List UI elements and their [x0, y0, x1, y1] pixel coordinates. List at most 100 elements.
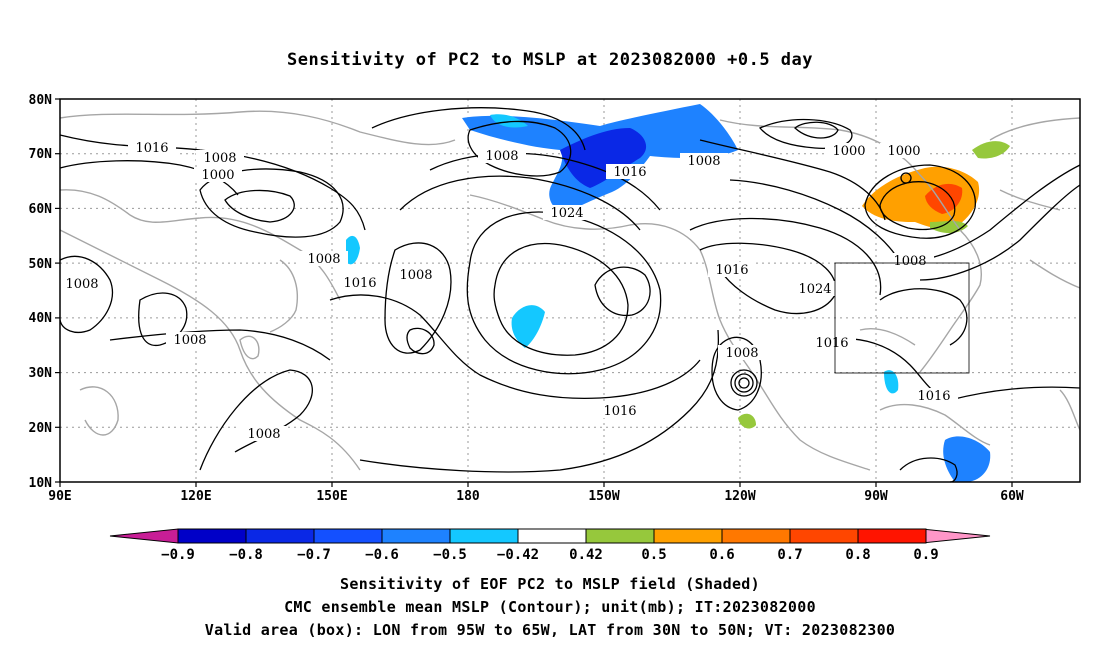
svg-text:1000: 1000	[201, 168, 234, 183]
colorbar-label: −0.7	[297, 547, 331, 563]
svg-text:1008: 1008	[307, 252, 340, 267]
lon-label: 90W	[864, 489, 888, 504]
contour-label: 1008	[196, 150, 244, 166]
sensitivity-shading	[346, 104, 1010, 482]
contour-label: 1000	[880, 143, 928, 159]
contour-label: 1008	[478, 148, 526, 164]
lat-label: 30N	[29, 366, 53, 381]
contour-label: 1008	[392, 267, 440, 283]
colorbar-label: −0.6	[365, 547, 399, 563]
contour-label: 1000	[825, 143, 873, 159]
colorbar-label: 0.6	[709, 547, 734, 563]
lon-label: 150E	[316, 489, 347, 504]
svg-text:1024: 1024	[798, 282, 831, 297]
colorbar-cell	[313, 528, 383, 544]
colorbar-high-end	[921, 528, 991, 544]
contour-label: 1016	[606, 164, 654, 180]
lat-label: 10N	[29, 476, 53, 491]
lat-label: 60N	[29, 202, 53, 217]
contour-label: 1016	[128, 140, 176, 156]
colorbar-label: 0.5	[641, 547, 666, 563]
latitude-labels: 80N 70N 60N 50N 40N 30N 20N 10N	[29, 93, 53, 491]
colorbar-cell	[789, 528, 859, 544]
colorbar-low-end	[109, 528, 179, 544]
negative-sensitivity-core	[560, 128, 647, 188]
longitude-labels: 90E 120E 150E 180 150W 120W 90W 60W	[48, 489, 1024, 504]
colorbar-cell	[721, 528, 791, 544]
colorbar-label: −0.42	[497, 547, 539, 563]
colorbar-label: −0.5	[433, 547, 467, 563]
colorbar-label: 0.9	[913, 547, 938, 563]
colorbar-cell	[585, 528, 655, 544]
contour-label: 1016	[910, 388, 958, 404]
lat-label: 20N	[29, 421, 53, 436]
svg-text:1016: 1016	[603, 404, 636, 419]
svg-text:1008: 1008	[173, 333, 206, 348]
contour-label: 1008	[718, 345, 766, 361]
contour-label: 1024	[543, 205, 591, 221]
negative-sensitivity-caribbean	[943, 436, 991, 482]
contour-label: 1008	[166, 332, 214, 348]
colorbar-cell	[653, 528, 723, 544]
colorbar-cell	[177, 528, 247, 544]
positive-sensitivity-canada	[862, 166, 980, 229]
positive-sensitivity-labrador	[972, 141, 1010, 159]
colorbar-label: 0.7	[777, 547, 802, 563]
svg-text:1024: 1024	[550, 206, 583, 221]
contour-label: 1008	[680, 153, 728, 169]
caption-line-1: Sensitivity of EOF PC2 to MSLP field (Sh…	[340, 575, 760, 593]
lon-label: 90E	[48, 489, 71, 504]
contour-label: 1024	[791, 281, 839, 297]
svg-text:1008: 1008	[485, 149, 518, 164]
caption-line-2: CMC ensemble mean MSLP (Contour); unit(m…	[284, 598, 816, 616]
figure-title: Sensitivity of PC2 to MSLP at 2023082000…	[286, 50, 813, 70]
colorbar-cell	[449, 528, 519, 544]
negative-sensitivity-edge	[490, 114, 528, 128]
colorbar-cell	[381, 528, 451, 544]
negative-sensitivity-gulf	[884, 370, 899, 394]
contour-label: 1000	[194, 167, 242, 183]
negative-sensitivity-pacific	[511, 305, 545, 348]
svg-text:1016: 1016	[917, 389, 950, 404]
contour-label: 1008	[300, 251, 348, 267]
colorbar: −0.9 −0.8 −0.7 −0.6 −0.5 −0.42 0.42 0.5 0.6 0.7 0.…	[109, 528, 991, 563]
lon-label: 120W	[724, 489, 755, 504]
contour-label: 1008	[240, 426, 288, 442]
svg-text:1000: 1000	[887, 144, 920, 159]
caption-line-3: Valid area (box): LON from 95W to 65W, L…	[204, 621, 896, 639]
svg-text:1016: 1016	[715, 263, 748, 278]
colorbar-cell	[245, 528, 315, 544]
svg-text:1008: 1008	[203, 151, 236, 166]
svg-text:1016: 1016	[343, 276, 376, 291]
negative-sensitivity-kamchatka	[346, 235, 360, 265]
lon-label: 60W	[1000, 489, 1024, 504]
svg-text:1008: 1008	[725, 346, 758, 361]
colorbar-label: −0.9	[161, 547, 195, 563]
contour-label: 1016	[808, 335, 856, 351]
contour-label: 1016	[708, 262, 756, 278]
lat-label: 70N	[29, 147, 53, 162]
colorbar-label: 0.42	[569, 547, 603, 563]
contour-labels: 1016 1008 1000 1008 1016 1024 1008 1000 …	[58, 140, 958, 442]
lat-label: 50N	[29, 257, 53, 272]
svg-text:1008: 1008	[247, 427, 280, 442]
axis-ticks	[55, 98, 1013, 487]
lon-label: 150W	[588, 489, 619, 504]
svg-text:1008: 1008	[893, 254, 926, 269]
svg-text:1008: 1008	[687, 154, 720, 169]
lon-label: 120E	[180, 489, 211, 504]
contour-label: 1016	[596, 403, 644, 419]
positive-sensitivity-baja	[738, 413, 756, 429]
lat-label: 40N	[29, 311, 53, 326]
map-border	[59, 98, 1081, 483]
svg-text:1016: 1016	[613, 165, 646, 180]
contour-label: 1008	[886, 253, 934, 269]
colorbar-label: 0.8	[845, 547, 870, 563]
svg-text:1016: 1016	[135, 141, 168, 156]
contour-label: 1016	[336, 275, 384, 291]
colorbar-label: −0.8	[229, 547, 263, 563]
colorbar-cell	[517, 528, 587, 544]
svg-text:1008: 1008	[65, 277, 98, 292]
contour-label: 1008	[58, 276, 106, 292]
